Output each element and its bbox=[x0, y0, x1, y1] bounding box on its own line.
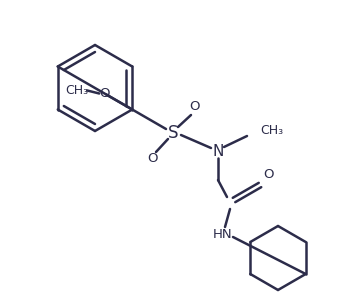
Text: S: S bbox=[168, 124, 178, 142]
Text: CH₃: CH₃ bbox=[260, 124, 283, 136]
Text: O: O bbox=[99, 87, 109, 100]
Text: O: O bbox=[190, 100, 200, 114]
Text: N: N bbox=[212, 145, 224, 159]
Text: O: O bbox=[263, 168, 273, 182]
Text: HN: HN bbox=[213, 229, 233, 241]
Text: CH₃: CH₃ bbox=[66, 84, 89, 97]
Text: O: O bbox=[148, 152, 158, 166]
